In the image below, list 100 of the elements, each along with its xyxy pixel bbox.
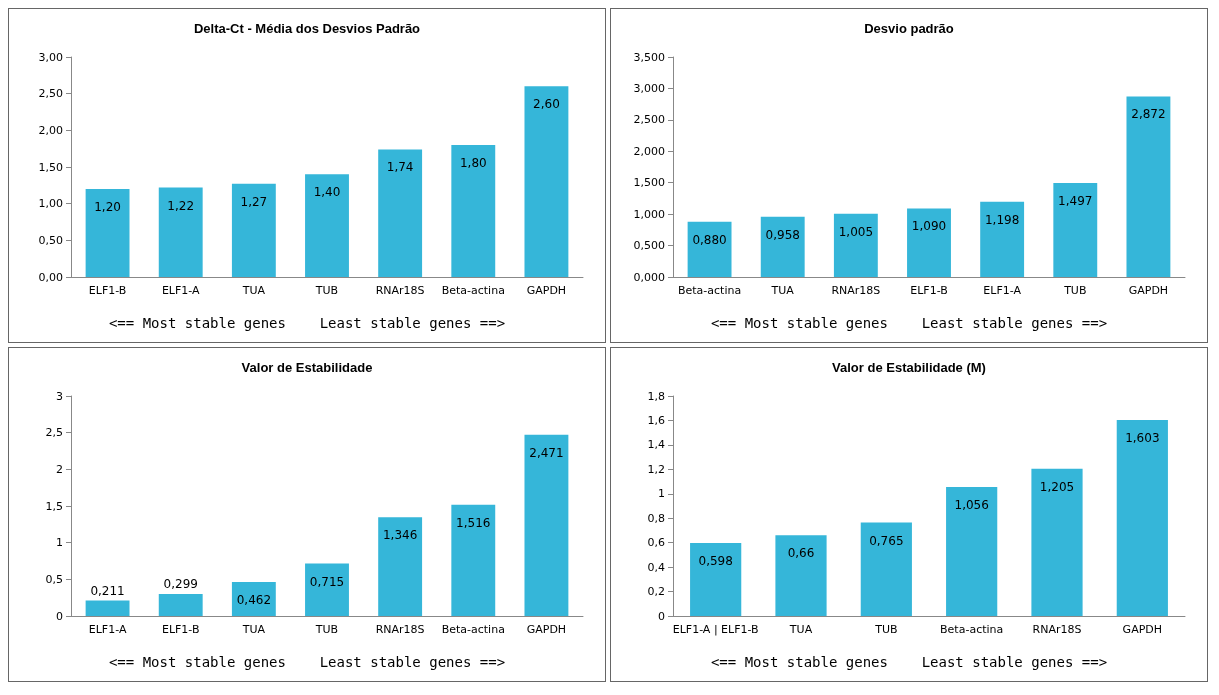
y-tick-label: 1,4 bbox=[647, 438, 665, 452]
text: <== Most stable genes Least stable genes ==> bbox=[709, 314, 1109, 333]
x-tick-label: Beta-actina bbox=[441, 284, 505, 297]
y-tick-label: 0,4 bbox=[647, 560, 665, 574]
y-tick-label: 3,00 bbox=[38, 50, 63, 64]
x-tick-label: ELF1-B bbox=[161, 623, 200, 636]
bar bbox=[860, 522, 912, 616]
bar bbox=[305, 563, 349, 616]
bar bbox=[1116, 420, 1168, 616]
bar bbox=[690, 542, 742, 616]
bar bbox=[687, 221, 732, 277]
y-tick-label: 1,2 bbox=[647, 462, 665, 476]
y-tick-label: 0,5 bbox=[45, 572, 63, 586]
x-tick-label: TUB bbox=[314, 623, 339, 636]
text: <== Most stable genes Least stable genes ==> bbox=[107, 314, 507, 333]
bar bbox=[305, 174, 349, 277]
y-tick-label: 2,5 bbox=[45, 426, 63, 440]
bar bbox=[524, 434, 569, 616]
data-label: 2,471 bbox=[529, 445, 564, 460]
x-tick-label: GAPDH bbox=[1122, 623, 1163, 636]
y-tick-label: 0,50 bbox=[38, 233, 63, 247]
y-tick-label: 2,00 bbox=[38, 123, 63, 137]
bar bbox=[760, 216, 805, 277]
x-tick-label: ELF1-A bbox=[983, 284, 1022, 297]
x-tick-label: TUB bbox=[874, 623, 898, 636]
y-tick-label: 0,6 bbox=[647, 536, 665, 550]
bar bbox=[1053, 182, 1098, 277]
data-label: 1,205 bbox=[1039, 479, 1075, 494]
y-tick-label: 0,000 bbox=[633, 270, 665, 284]
y-tick-label: 3,000 bbox=[633, 81, 665, 95]
data-label: 1,497 bbox=[1058, 193, 1093, 208]
data-label: 0,765 bbox=[869, 533, 904, 548]
x-tick-label: RNAr18S bbox=[375, 284, 425, 297]
data-label: 2,872 bbox=[1131, 107, 1166, 122]
x-tick-label: GAPDH bbox=[526, 284, 567, 297]
data-label: 1,20 bbox=[94, 200, 121, 214]
y-tick-label: 3,500 bbox=[633, 50, 665, 64]
bar bbox=[946, 486, 998, 616]
x-tick-label: TUA bbox=[241, 623, 266, 636]
y-tick-label: 2,000 bbox=[633, 144, 665, 158]
x-tick-label: TUA bbox=[788, 623, 813, 636]
text: <== Most stable genes Least stable genes ==> bbox=[107, 653, 507, 672]
y-tick-label: 0,500 bbox=[633, 239, 665, 253]
data-label: 0,66 bbox=[787, 546, 815, 561]
x-tick-label: Beta-actina bbox=[441, 623, 505, 636]
data-label: 1,346 bbox=[382, 528, 418, 543]
bar bbox=[1031, 468, 1083, 616]
x-tick-label: RNAr18S bbox=[375, 623, 425, 636]
bar bbox=[980, 201, 1025, 277]
chart-title: Valor de Estabilidade (M) bbox=[832, 360, 986, 375]
x-tick-label: RNAr18S bbox=[1032, 623, 1082, 636]
y-tick-label: 1,50 bbox=[38, 160, 63, 174]
x-tick-label: ELF1-B bbox=[910, 284, 948, 297]
x-tick-label: ELF1-A bbox=[88, 623, 127, 636]
y-tick-label: 2,50 bbox=[38, 87, 63, 101]
data-label: 1,80 bbox=[459, 156, 487, 170]
y-tick-label: 0 bbox=[56, 609, 63, 623]
x-tick-label: TUA bbox=[770, 284, 795, 297]
data-label: 0,299 bbox=[163, 577, 198, 592]
text: <== Most stable genes Least stable genes ==> bbox=[709, 653, 1109, 672]
x-tick-label: ELF1-A | ELF1-B bbox=[672, 623, 759, 636]
y-tick-label: 1,00 bbox=[38, 197, 63, 211]
data-label: 0,880 bbox=[692, 232, 727, 247]
y-tick-label: 1,8 bbox=[647, 389, 665, 403]
bar bbox=[158, 594, 203, 616]
y-tick-label: 1,500 bbox=[633, 176, 665, 190]
data-label: 0,211 bbox=[90, 583, 125, 598]
data-label: 2,60 bbox=[533, 97, 560, 112]
x-tick-label: TUB bbox=[314, 284, 339, 297]
x-tick-label: RNAr18S bbox=[831, 284, 881, 297]
data-label: 1,40 bbox=[313, 185, 341, 200]
bar bbox=[451, 145, 496, 277]
chart-title: Delta-Ct - Média dos Desvios Padrão bbox=[193, 21, 421, 36]
data-label: 0,715 bbox=[309, 574, 345, 589]
y-tick-label: 1,000 bbox=[633, 207, 665, 221]
chart-title: Desvio padrão bbox=[864, 21, 954, 36]
data-label: 1,198 bbox=[984, 212, 1020, 227]
bar bbox=[378, 149, 423, 277]
data-label: 1,27 bbox=[240, 194, 268, 209]
x-tick-label: ELF1-A bbox=[161, 284, 201, 297]
bar bbox=[1126, 96, 1171, 277]
data-label: 1,516 bbox=[456, 515, 491, 530]
y-tick-label: 1,5 bbox=[45, 499, 63, 513]
data-label: 0,598 bbox=[698, 553, 733, 568]
y-tick-label: 0,2 bbox=[647, 585, 665, 599]
data-label: 1,22 bbox=[167, 198, 195, 213]
y-tick-label: 0,00 bbox=[38, 270, 63, 284]
bar bbox=[451, 504, 496, 616]
y-tick-label: 3 bbox=[56, 389, 63, 403]
bar bbox=[833, 213, 878, 277]
x-tick-label: Beta-actina bbox=[940, 623, 1004, 636]
bar bbox=[524, 86, 569, 277]
bar bbox=[231, 183, 276, 277]
x-tick-label: ELF1-B bbox=[88, 284, 127, 297]
y-tick-label: 1 bbox=[56, 536, 63, 550]
bar bbox=[907, 208, 951, 277]
data-label: 1,603 bbox=[1125, 431, 1160, 446]
bar bbox=[158, 187, 203, 277]
chart-title: Valor de Estabilidade bbox=[241, 360, 373, 375]
bar bbox=[775, 535, 827, 616]
